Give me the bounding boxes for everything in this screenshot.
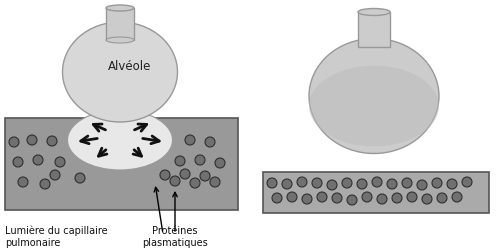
Circle shape — [342, 178, 352, 188]
Circle shape — [27, 135, 37, 145]
Circle shape — [282, 179, 292, 189]
Circle shape — [447, 179, 457, 189]
Circle shape — [18, 177, 28, 187]
Circle shape — [200, 171, 210, 181]
Circle shape — [175, 156, 185, 166]
Circle shape — [215, 158, 225, 168]
Circle shape — [452, 192, 462, 202]
Text: Protéines
plasmatiques: Protéines plasmatiques — [142, 226, 208, 248]
Circle shape — [267, 178, 277, 188]
Circle shape — [407, 192, 417, 202]
Circle shape — [40, 179, 50, 189]
Bar — [263, 172, 489, 213]
Ellipse shape — [63, 22, 177, 122]
Circle shape — [402, 178, 412, 188]
Circle shape — [462, 177, 472, 187]
Circle shape — [272, 193, 282, 203]
Circle shape — [185, 135, 195, 145]
Circle shape — [287, 192, 297, 202]
Circle shape — [327, 180, 337, 190]
Bar — [358, 12, 390, 47]
Circle shape — [332, 193, 342, 203]
Circle shape — [47, 136, 57, 146]
Text: Alvéole: Alvéole — [108, 60, 152, 74]
Ellipse shape — [106, 5, 134, 11]
Circle shape — [13, 157, 23, 167]
Ellipse shape — [106, 37, 134, 43]
Ellipse shape — [358, 8, 390, 16]
Circle shape — [210, 177, 220, 187]
Circle shape — [75, 173, 85, 183]
Circle shape — [160, 170, 170, 180]
Circle shape — [180, 169, 190, 179]
Circle shape — [50, 170, 60, 180]
Circle shape — [417, 180, 427, 190]
Circle shape — [347, 195, 357, 205]
Circle shape — [9, 137, 19, 147]
Ellipse shape — [309, 38, 439, 154]
Text: Lumière du capillaire
pulmonaire: Lumière du capillaire pulmonaire — [5, 226, 108, 248]
Ellipse shape — [309, 66, 439, 146]
Circle shape — [357, 179, 367, 189]
Circle shape — [55, 157, 65, 167]
Circle shape — [392, 193, 402, 203]
Circle shape — [170, 176, 180, 186]
Bar — [106, 8, 134, 40]
Circle shape — [437, 193, 447, 203]
Ellipse shape — [68, 110, 172, 170]
Circle shape — [312, 178, 322, 188]
Circle shape — [297, 177, 307, 187]
Bar — [5, 118, 238, 210]
Circle shape — [190, 178, 200, 188]
Circle shape — [372, 177, 382, 187]
Circle shape — [387, 179, 397, 189]
Circle shape — [195, 155, 205, 165]
Circle shape — [205, 137, 215, 147]
Circle shape — [432, 178, 442, 188]
Circle shape — [377, 194, 387, 204]
Circle shape — [317, 192, 327, 202]
Circle shape — [302, 194, 312, 204]
Circle shape — [422, 194, 432, 204]
Circle shape — [33, 155, 43, 165]
Circle shape — [362, 192, 372, 202]
